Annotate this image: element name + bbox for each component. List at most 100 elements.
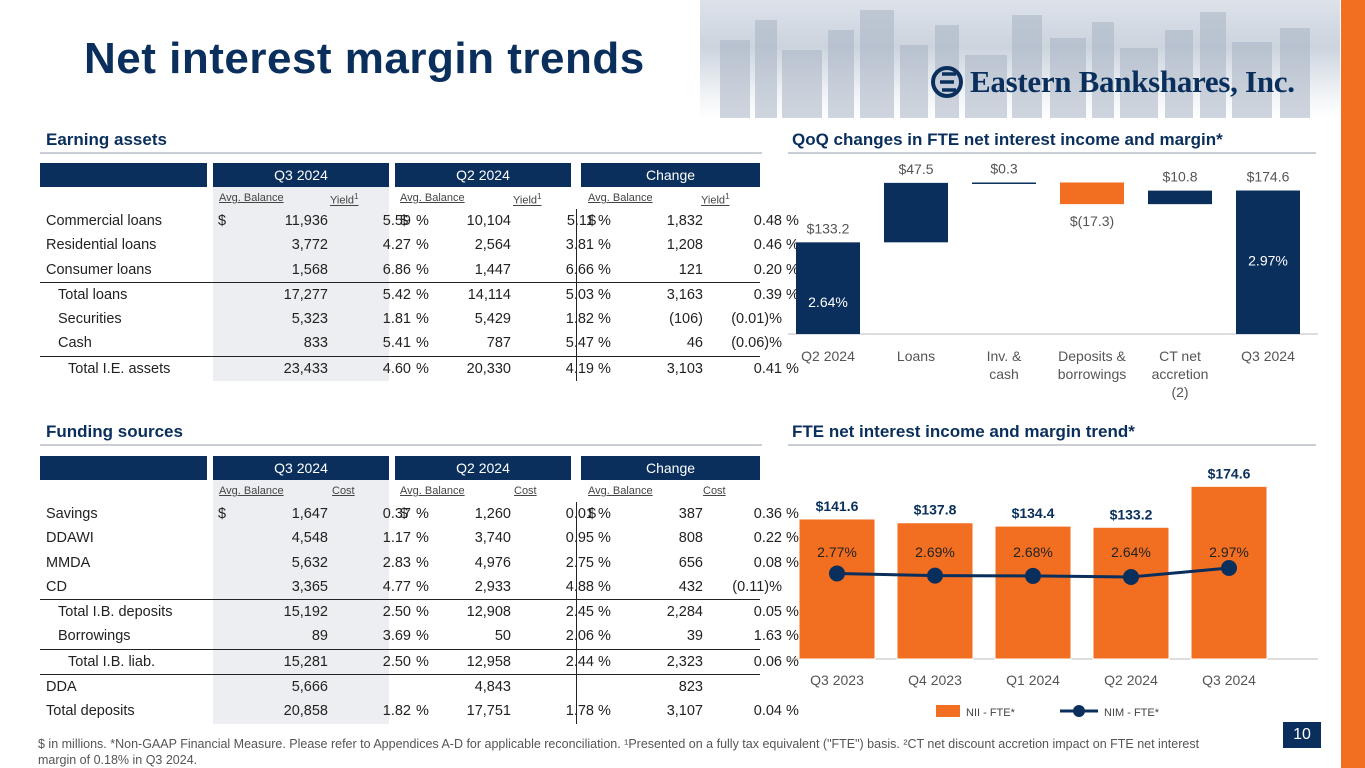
- cell-p3: %: [786, 554, 799, 571]
- subheader-yield: Yield1: [701, 192, 730, 207]
- nim-value-label: 2.68%: [1013, 544, 1053, 560]
- cell-b2: 10,104: [466, 213, 511, 229]
- funding-rows: Savings $1,647 0.37% $1,260 0.01% $387 0.36% DD…: [40, 502, 799, 724]
- subheader-avg-balance: Avg. Balance: [588, 485, 653, 497]
- cell-b1: 3,772: [291, 237, 328, 254]
- cell-y3: (0.01)%: [731, 311, 782, 328]
- cell-p1: %: [416, 237, 429, 254]
- subheader-cost: Cost: [703, 485, 726, 497]
- cell-b1: 89: [311, 628, 328, 645]
- footnote-marker: 1: [537, 192, 542, 201]
- header-q3-2024: Q3 2024: [213, 163, 389, 187]
- shade: [213, 675, 389, 700]
- page-number: 10: [1283, 722, 1321, 748]
- waterfall-bar: [972, 182, 1036, 184]
- category-label: Q2 2024: [801, 348, 855, 364]
- row-label: DDAWI: [46, 530, 94, 547]
- shade: [213, 356, 389, 382]
- cell-p2: %: [598, 653, 611, 670]
- funding-sources-title: Funding sources: [46, 422, 183, 441]
- nii-value-label: $174.6: [1208, 465, 1251, 481]
- shade: [213, 550, 389, 575]
- cell-b3: 46: [686, 335, 703, 352]
- row-label: MMDA: [46, 554, 91, 571]
- header-q3-2024: Q3 2024: [213, 456, 389, 480]
- cell-y3: 0.48: [753, 213, 782, 229]
- cell-y2: 3.81: [565, 237, 594, 254]
- subheader-cost: Cost: [332, 485, 355, 497]
- row-label: Total loans: [58, 286, 128, 303]
- cell-p1: %: [416, 311, 429, 328]
- cell-p2: %: [598, 506, 611, 522]
- company-logo: Eastern Bankshares, Inc.: [930, 62, 1295, 102]
- cell-p2: %: [598, 213, 611, 229]
- cell-b2: 5,429: [474, 311, 511, 328]
- subheader-yield: Yield1: [513, 192, 542, 207]
- nii-bar: [896, 522, 974, 660]
- cell-y2: 2.44: [565, 653, 594, 670]
- column-divider: [576, 675, 577, 700]
- cell-p1: %: [416, 360, 429, 377]
- category-label: Q4 2023: [908, 672, 962, 688]
- cell-y1: 0.37: [382, 506, 411, 522]
- cell-b3: (106): [669, 311, 703, 328]
- cell-p2: %: [598, 286, 611, 303]
- table-row: Borrowings 89 3.69% 50 2.06% 39 1.63%: [40, 624, 799, 650]
- legend-label-nii: NII - FTE*: [966, 707, 1016, 719]
- cell-b2: 2,933: [474, 578, 511, 595]
- nii-value-label: $133.2: [1110, 506, 1153, 522]
- cell-c1: $: [218, 213, 227, 229]
- cell-p3: %: [786, 604, 799, 621]
- earning-assets-table: Q3 2024 Q2 2024 Change Avg. Balance Yiel…: [40, 163, 799, 382]
- shade: [213, 649, 389, 675]
- header-q2-2024: Q2 2024: [395, 456, 571, 480]
- nii-value-label: $134.4: [1012, 505, 1055, 521]
- cell-p1: %: [416, 703, 429, 720]
- cell-p3: %: [786, 237, 799, 254]
- cell-b3: 3,107: [666, 703, 703, 720]
- column-divider: [576, 282, 577, 308]
- cell-y1: 1.17: [382, 530, 411, 547]
- cell-y3: 0.06: [753, 653, 782, 670]
- cell-y2: 6.66: [565, 261, 594, 278]
- cell-y1: 1.81: [382, 311, 411, 328]
- nim-value-label: 2.77%: [817, 544, 857, 560]
- cell-p3: %: [786, 286, 799, 303]
- section-rule: [40, 152, 762, 154]
- cell-b2: 3,740: [474, 530, 511, 547]
- cell-c2: $: [400, 506, 409, 522]
- cell-y2: 0.95: [565, 530, 594, 547]
- cell-b1: 17,277: [283, 286, 328, 303]
- footnote-marker: 1: [725, 192, 730, 201]
- cell-y3: 0.05: [753, 604, 782, 621]
- cell-p3: %: [786, 506, 799, 522]
- row-label: Total deposits: [46, 703, 135, 720]
- cell-p2: %: [598, 311, 611, 328]
- header-q2-2024: Q2 2024: [395, 163, 571, 187]
- cell-b3: 656: [678, 554, 703, 571]
- cell-y3: 0.39: [753, 286, 782, 303]
- cell-b1: 15,192: [283, 604, 328, 621]
- cell-p3: %: [786, 213, 799, 229]
- column-divider: [576, 502, 577, 527]
- row-label: Borrowings: [58, 628, 131, 645]
- nii-bar: [1092, 526, 1170, 660]
- waterfall-bar: [1060, 182, 1124, 205]
- cell-p1: %: [416, 335, 429, 352]
- eastern-logo-icon: [931, 66, 963, 98]
- cell-b2: 12,958: [466, 653, 511, 670]
- value-label: $0.3: [990, 160, 1017, 176]
- subheader-cost: Cost: [514, 485, 537, 497]
- cell-b3: 3,103: [666, 360, 703, 377]
- cell-b2: 4,843: [474, 679, 511, 696]
- subheader-yield-text: Yield: [701, 194, 726, 207]
- waterfall-chart: $133.2 2.64% Q2 2024 $47.5 Loans $0.3 Inv. & ca…: [788, 160, 1318, 400]
- category-label: accretion: [1152, 366, 1209, 382]
- shade: [213, 187, 389, 209]
- subheader-row: Avg. Balance Yield1 Avg. Balance Yield1 …: [40, 187, 760, 209]
- cell-p1: %: [416, 604, 429, 621]
- cell-p3: %: [786, 261, 799, 278]
- cell-b3: 808: [678, 530, 703, 547]
- cell-p3: %: [786, 703, 799, 720]
- waterfall-bar: [884, 182, 948, 243]
